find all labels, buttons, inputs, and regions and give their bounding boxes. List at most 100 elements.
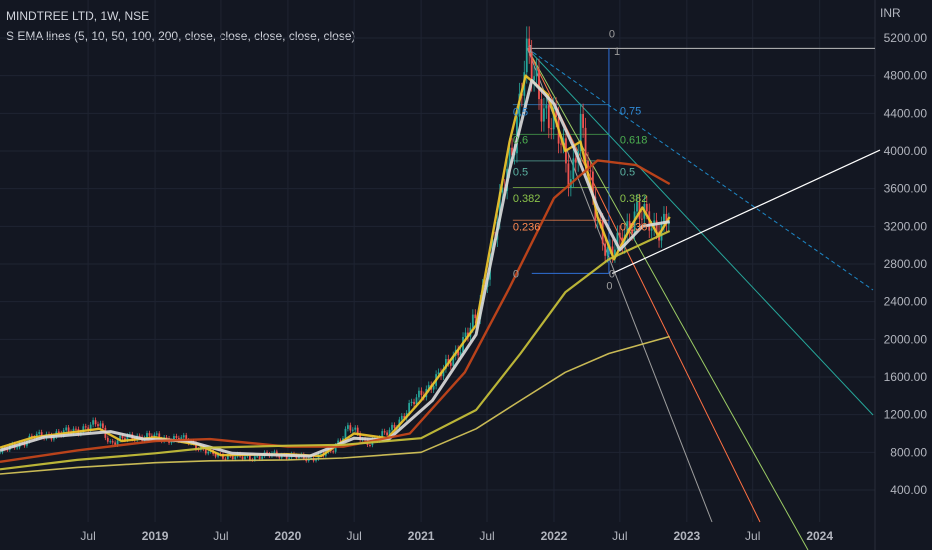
candle-body	[386, 432, 388, 436]
candle-body	[16, 447, 19, 449]
candle-body	[471, 314, 474, 328]
candle-body	[631, 230, 633, 234]
candle-body	[530, 51, 533, 81]
candle-body	[146, 433, 148, 438]
price-tick-label: 2400.00	[884, 295, 928, 309]
fib-label: 0.5	[513, 167, 528, 179]
candle-body	[182, 435, 185, 438]
candle-body	[420, 390, 423, 395]
candle-body	[592, 171, 594, 197]
candle-body	[65, 427, 68, 431]
candle-body	[432, 385, 435, 390]
fan-ray	[527, 48, 874, 416]
candle-body	[663, 213, 665, 225]
candle-body	[337, 440, 339, 446]
time-axis[interactable]: Jul 2019 Jul 2020 Jul 2021 Jul 2022 Jul 2023 Jul 20…	[80, 529, 833, 543]
candle-body	[111, 441, 114, 443]
candle-body	[415, 397, 418, 405]
fib-label: 1	[614, 46, 620, 58]
candle-body	[138, 435, 141, 437]
candle-body	[535, 70, 538, 77]
candle-body	[266, 452, 268, 454]
price-tick-label: 4000.00	[884, 144, 928, 158]
price-tick-label: 2000.00	[884, 332, 928, 346]
ema-10-line	[0, 78, 670, 458]
candle-body	[155, 433, 158, 435]
candle-body	[119, 435, 121, 441]
price-axis[interactable]: INR 5200.00 4800.00 4400.00 4000.00 3600.00 3…	[880, 6, 927, 497]
candle-body	[459, 352, 462, 356]
candle-body	[40, 432, 43, 438]
candle-body	[102, 423, 104, 428]
candle-body	[611, 246, 614, 257]
candle-body	[347, 425, 349, 429]
candle-body	[315, 459, 317, 461]
candle-body	[173, 436, 175, 441]
candle-body	[82, 426, 85, 433]
candle-body	[628, 221, 631, 231]
candle-body	[393, 424, 396, 428]
candle-body	[244, 456, 246, 460]
candle-body	[234, 456, 237, 460]
candle-body	[339, 440, 342, 442]
candle-body	[217, 453, 219, 457]
ema-50-line	[0, 159, 671, 463]
fib-label: 0.5	[620, 167, 635, 179]
price-tick-label: 5200.00	[884, 31, 928, 45]
indicator-legend[interactable]: S EMA lines (5, 10, 50, 100, 200, close,…	[6, 29, 356, 43]
candle-body	[121, 435, 124, 439]
candle-body	[574, 158, 577, 163]
fibonacci-fan	[512, 47, 881, 550]
candle-body	[106, 437, 109, 442]
ema-lines	[0, 74, 671, 475]
candle-body	[57, 431, 60, 434]
candle-body	[457, 349, 460, 356]
candle-body	[175, 436, 178, 438]
candle-body	[528, 38, 531, 52]
price-tick-label: 3600.00	[884, 182, 928, 196]
candle-body	[381, 431, 384, 438]
candle-body	[6, 449, 9, 451]
candle-body	[116, 440, 119, 445]
price-tick-label: 1200.00	[884, 408, 928, 422]
fib-label: 0	[609, 268, 615, 280]
fib-label: 0.382	[513, 193, 541, 205]
candle-body	[474, 314, 477, 319]
candle-body	[413, 401, 415, 405]
candle-body	[400, 415, 403, 420]
candle-body	[87, 427, 90, 430]
candle-body	[562, 138, 565, 144]
candle-body	[645, 203, 648, 212]
candle-body	[606, 247, 609, 256]
candle-body	[207, 451, 210, 454]
candle-body	[616, 232, 619, 250]
candle-body	[369, 444, 371, 446]
time-tick-label: Jul	[612, 529, 627, 543]
currency-label: INR	[880, 6, 901, 20]
time-tick-label: 2021	[408, 529, 435, 543]
time-tick-label: Jul	[479, 529, 494, 543]
candle-body	[99, 423, 102, 427]
candle-body	[533, 76, 535, 81]
candle-body	[447, 358, 450, 363]
candle-body	[410, 401, 413, 404]
candle-body	[241, 456, 244, 460]
chart-grid	[0, 0, 876, 550]
candle-body	[320, 453, 322, 455]
candle-body	[246, 455, 249, 457]
candle-body	[584, 127, 587, 162]
candle-body	[388, 429, 391, 436]
candle-body	[636, 202, 638, 212]
candle-body	[114, 442, 117, 445]
candle-body	[356, 427, 359, 434]
fib-label: 1	[527, 43, 533, 55]
price-tick-label: 1600.00	[884, 370, 928, 384]
candle-body	[599, 219, 602, 221]
candle-body	[545, 105, 548, 109]
candle-body	[579, 113, 582, 152]
candle-body	[452, 355, 455, 366]
candle-body	[427, 385, 430, 389]
candle-body	[589, 170, 592, 172]
candle-body	[403, 415, 406, 419]
